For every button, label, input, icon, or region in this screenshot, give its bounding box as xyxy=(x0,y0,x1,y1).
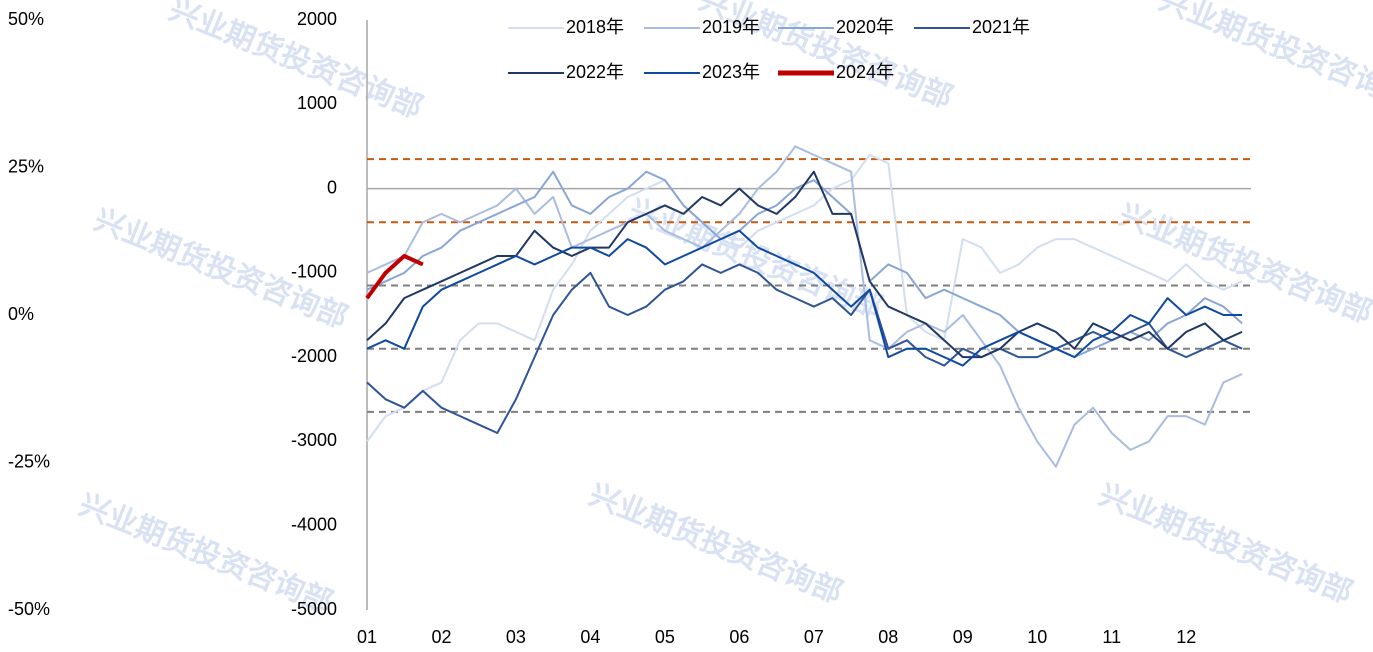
watermark: 兴业期货投资咨询部 xyxy=(1094,477,1357,610)
legend-label: 2018年 xyxy=(566,17,624,37)
legend-label: 2020年 xyxy=(836,17,894,37)
legend-label: 2019年 xyxy=(702,17,760,37)
y2-tick-label: 0% xyxy=(8,304,34,324)
watermark: 兴业期货投资咨询部 xyxy=(584,477,847,610)
x-tick-label: 03 xyxy=(506,627,526,647)
x-tick-label: 07 xyxy=(804,627,824,647)
y2-tick-label: 50% xyxy=(8,9,44,29)
x-tick-label: 05 xyxy=(655,627,675,647)
y-tick-label: 0 xyxy=(327,177,337,197)
series-line xyxy=(365,254,424,300)
x-tick-label: 02 xyxy=(431,627,451,647)
series-line xyxy=(366,229,1243,367)
series-line xyxy=(366,153,1243,443)
y-tick-label: -3000 xyxy=(291,430,337,450)
y2-tick-label: -25% xyxy=(8,451,50,471)
legend-label: 2022年 xyxy=(566,62,624,82)
y-tick-label: -1000 xyxy=(291,262,337,282)
watermark: 兴业期货投资咨询部 xyxy=(1154,0,1373,115)
y-tick-label: 2000 xyxy=(297,9,337,29)
series-line xyxy=(366,170,1243,359)
y-tick-label: -4000 xyxy=(291,514,337,534)
x-tick-label: 10 xyxy=(1027,627,1047,647)
x-tick-label: 11 xyxy=(1102,627,1121,647)
watermark: 兴业期货投资咨询部 xyxy=(164,0,427,125)
y2-tick-label: 25% xyxy=(8,156,44,176)
y-tick-label: 1000 xyxy=(297,93,337,113)
watermarks: 兴业期货投资咨询部 兴业期货投资咨询部 兴业期货投资咨询部 兴业期货投资咨询部 … xyxy=(74,0,1373,620)
legend-label: 2024年 xyxy=(836,62,894,82)
x-tick-label: 12 xyxy=(1176,627,1196,647)
y-tick-label: -5000 xyxy=(291,599,337,619)
series-line xyxy=(366,145,1243,468)
legend-label: 2021年 xyxy=(972,17,1030,37)
x-tick-label: 04 xyxy=(580,627,600,647)
legend-label: 2023年 xyxy=(702,62,760,82)
x-tick-label: 08 xyxy=(878,627,898,647)
y2-tick-label: -50% xyxy=(8,599,50,619)
x-tick-label: 06 xyxy=(729,627,749,647)
y-tick-label: -2000 xyxy=(291,346,337,366)
x-tick-label: 09 xyxy=(953,627,973,647)
x-tick-label: 01 xyxy=(357,627,377,647)
watermark: 兴业期货投资咨询部 xyxy=(1114,197,1373,330)
series-line xyxy=(366,263,1243,434)
